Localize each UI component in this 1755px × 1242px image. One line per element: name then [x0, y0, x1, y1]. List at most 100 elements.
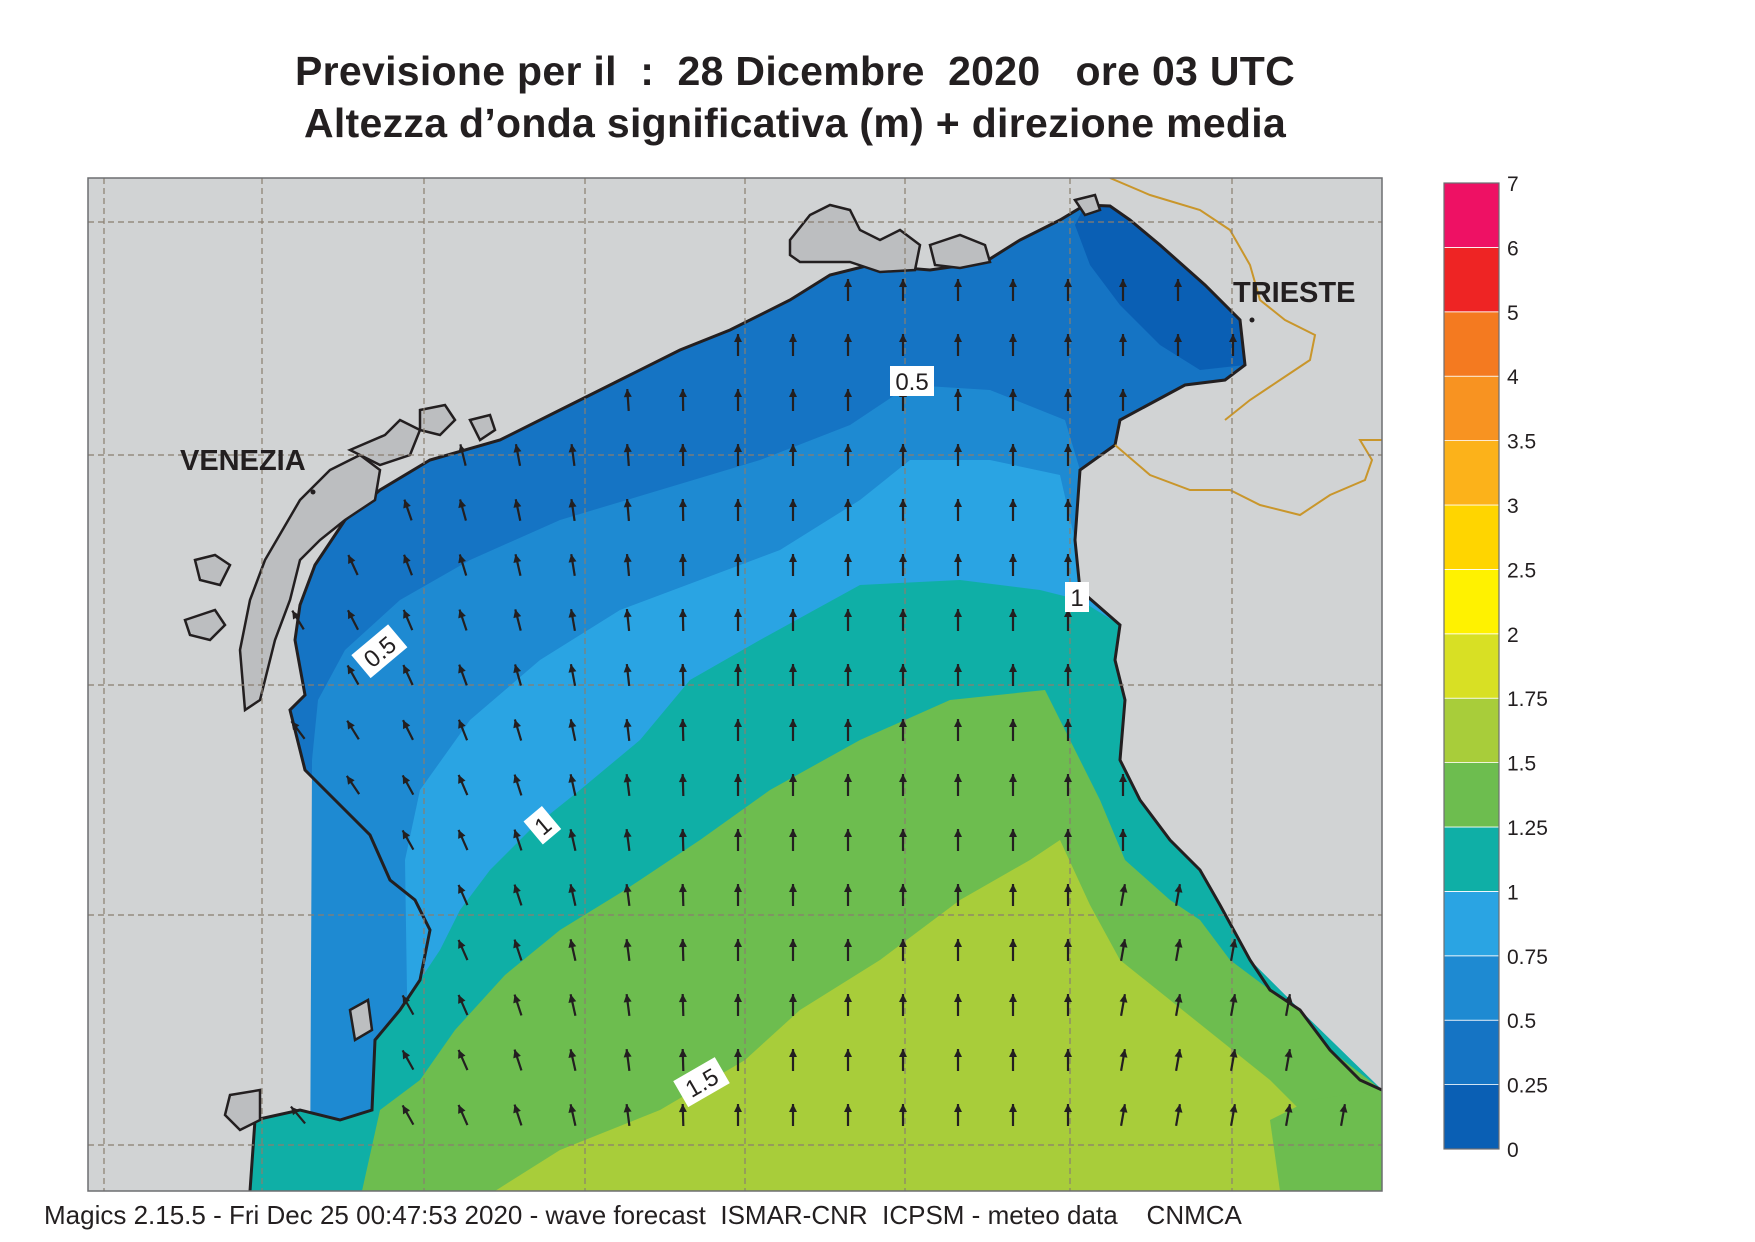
wave-direction-arrow — [1284, 1103, 1293, 1127]
legend-level-label: 6 — [1507, 237, 1519, 260]
wave-direction-arrow — [789, 1049, 797, 1071]
wave-direction-arrow — [1009, 609, 1017, 631]
wave-direction-arrow — [1229, 1103, 1238, 1127]
wave-direction-arrow — [1119, 829, 1127, 851]
footer-credits: Magics 2.15.5 - Fri Dec 25 00:47:53 2020… — [44, 1200, 1242, 1230]
contour-label: 0.5 — [895, 369, 928, 396]
legend-level-label: 5 — [1507, 302, 1519, 325]
wave-direction-arrow — [678, 828, 687, 852]
wave-direction-arrow — [954, 389, 962, 411]
wave-direction-arrow — [458, 444, 467, 466]
wave-direction-arrow — [1009, 994, 1017, 1016]
wave-direction-arrow — [678, 388, 687, 412]
legend-swatch — [1443, 762, 1500, 828]
wave-direction-arrow — [513, 609, 522, 631]
wave-direction-arrow — [401, 774, 415, 796]
wave-direction-arrow — [844, 664, 852, 686]
wave-direction-arrow — [1174, 1103, 1183, 1127]
wave-direction-arrow — [290, 1105, 306, 1125]
wave-direction-arrow — [734, 774, 742, 796]
wave-direction-arrow — [1174, 279, 1182, 301]
wave-direction-arrow — [457, 774, 469, 796]
wave-direction-arrow — [1009, 829, 1017, 851]
legend-level-label: 4 — [1507, 366, 1519, 389]
wave-direction-arrow — [1119, 1048, 1128, 1072]
wave-band-0-025 — [1075, 205, 1245, 370]
wave-direction-arrow — [457, 1049, 469, 1071]
wave-direction-arrow — [568, 1049, 577, 1071]
wave-direction-arrow — [345, 775, 361, 795]
wave-direction-arrow — [678, 498, 687, 522]
wave-direction-arrow — [568, 608, 577, 632]
legend-swatch — [1443, 440, 1500, 506]
wave-direction-arrow — [1174, 883, 1183, 907]
wave-direction-arrow — [1229, 1048, 1238, 1072]
wave-direction-arrow — [1064, 389, 1072, 411]
wave-direction-arrow — [1064, 884, 1072, 906]
legend-swatch — [1443, 633, 1500, 699]
wave-direction-arrow — [513, 774, 523, 796]
wave-direction-arrow — [457, 719, 469, 741]
wave-direction-arrow — [734, 609, 742, 631]
legend-swatch — [1443, 569, 1500, 635]
wave-direction-arrow — [734, 389, 742, 411]
wave-direction-arrow — [789, 499, 797, 521]
legend-swatch — [1443, 1019, 1500, 1086]
wave-direction-arrow — [734, 829, 742, 851]
wave-direction-arrow — [844, 1104, 852, 1126]
wave-direction-arrow — [623, 608, 632, 632]
wave-direction-arrow — [346, 664, 360, 686]
wave-direction-arrow — [1064, 279, 1072, 301]
wave-direction-arrow — [844, 719, 852, 741]
place-label-venezia: VENEZIA — [180, 445, 306, 477]
wave-direction-arrow — [291, 610, 305, 630]
wave-direction-arrow — [899, 884, 907, 906]
wave-direction-arrow — [899, 664, 907, 686]
wave-direction-arrow — [458, 499, 467, 521]
wave-direction-arrow — [402, 719, 414, 741]
wave-direction-arrow — [513, 939, 523, 961]
wave-direction-arrow — [678, 993, 687, 1017]
wave-direction-arrow — [844, 334, 852, 356]
wave-direction-arrow — [734, 334, 742, 356]
wave-direction-arrow — [1064, 444, 1072, 466]
wave-direction-arrow — [1009, 1104, 1017, 1126]
wave-direction-arrow — [844, 499, 852, 521]
trieste-marker — [1249, 317, 1255, 323]
wave-direction-arrow — [457, 1104, 469, 1126]
wave-direction-arrow — [789, 884, 797, 906]
wave-direction-arrow — [734, 994, 742, 1016]
wave-direction-arrow — [1064, 499, 1072, 521]
wave-direction-arrow — [401, 1049, 415, 1071]
place-label-trieste: TRIESTE — [1233, 277, 1355, 309]
wave-direction-arrow — [1119, 279, 1127, 301]
wave-direction-arrow — [1229, 993, 1238, 1017]
wave-direction-arrow — [1064, 774, 1072, 796]
wave-direction-arrow — [402, 664, 414, 686]
wave-direction-arrow — [954, 334, 962, 356]
wave-direction-arrow — [1284, 993, 1293, 1017]
wave-direction-arrow — [678, 938, 687, 962]
wave-direction-arrow — [568, 829, 577, 851]
title-line-1: Previsione per il : 28 Dicembre 2020 ore… — [294, 48, 1296, 94]
wave-direction-arrow — [954, 829, 962, 851]
wave-direction-arrow — [457, 884, 469, 906]
wave-direction-arrow — [1174, 334, 1182, 356]
wave-direction-arrow — [844, 829, 852, 851]
wave-direction-arrow — [623, 388, 632, 412]
wave-direction-arrow — [568, 443, 577, 467]
wave-direction-arrow — [568, 719, 577, 741]
wave-direction-arrow — [899, 609, 907, 631]
wave-direction-arrow — [1119, 883, 1128, 907]
wave-direction-arrow — [401, 1104, 415, 1126]
wave-direction-arrow — [734, 1104, 742, 1126]
legend-level-label: 3.5 — [1507, 431, 1536, 454]
wave-direction-arrow — [1064, 1049, 1072, 1071]
wave-direction-arrow — [899, 554, 907, 576]
wave-direction-arrow — [1009, 444, 1017, 466]
venezia-marker — [310, 489, 316, 495]
legend-level-label: 2 — [1507, 624, 1519, 647]
wave-direction-arrow — [954, 774, 962, 796]
wave-direction-arrow — [513, 664, 522, 686]
